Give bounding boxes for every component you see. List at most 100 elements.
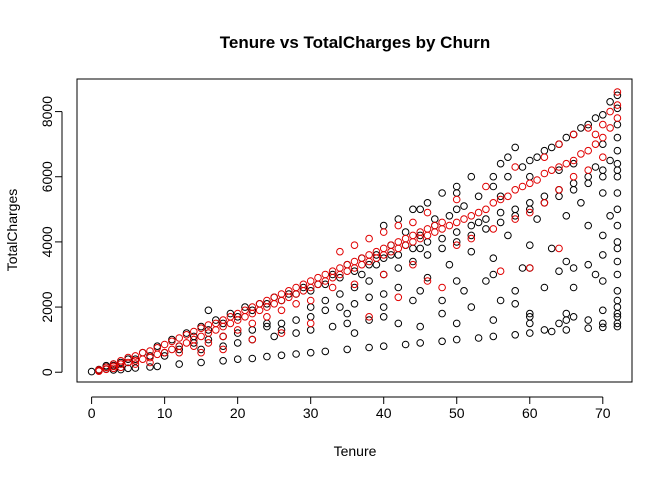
data-point (423, 273, 432, 282)
data-point (584, 172, 593, 181)
data-point (504, 231, 512, 240)
data-point (153, 350, 162, 359)
data-point (233, 355, 242, 364)
data-point (270, 300, 279, 308)
data-point (336, 290, 344, 298)
data-point (372, 251, 381, 259)
x-tick-label: 0 (88, 405, 96, 421)
data-point (591, 270, 600, 279)
data-point (438, 283, 446, 292)
data-point (292, 350, 300, 358)
data-point (606, 98, 614, 106)
data-point (233, 339, 242, 347)
data-point (423, 277, 432, 285)
data-point (124, 358, 132, 367)
data-point (124, 364, 132, 373)
data-point (219, 332, 227, 341)
data-point (526, 264, 534, 272)
data-point (613, 205, 622, 214)
data-point (182, 331, 191, 339)
data-point (350, 300, 359, 308)
data-point (562, 212, 571, 220)
data-point (263, 313, 271, 321)
data-point (226, 319, 235, 328)
data-point (416, 228, 425, 236)
data-point (489, 332, 498, 341)
data-point (482, 205, 490, 214)
data-point (95, 366, 103, 374)
data-point (379, 254, 388, 263)
data-point (438, 189, 446, 197)
data-point (584, 260, 593, 269)
data-point (175, 345, 183, 354)
data-point (401, 241, 410, 249)
data-point (117, 363, 125, 372)
data-point (409, 231, 417, 240)
data-point (540, 153, 549, 161)
data-point (394, 221, 403, 230)
data-point (190, 327, 198, 336)
data-point (526, 241, 534, 249)
data-point (452, 189, 461, 197)
data-point (197, 358, 205, 367)
data-point (182, 339, 191, 347)
data-point (613, 238, 622, 246)
data-point (489, 254, 498, 263)
data-point (350, 329, 359, 337)
data-point (328, 267, 337, 276)
data-point (613, 114, 622, 122)
data-point (613, 172, 622, 181)
data-point (409, 260, 417, 269)
data-point (606, 156, 614, 165)
data-point (460, 215, 468, 223)
data-point (365, 343, 373, 352)
data-point (613, 120, 622, 129)
data-point (409, 257, 417, 266)
data-point (394, 264, 403, 272)
data-point (533, 153, 541, 161)
data-point (423, 225, 432, 233)
data-point (562, 326, 571, 334)
data-point (482, 182, 490, 191)
data-point (197, 345, 205, 354)
data-point (504, 192, 512, 201)
x-tick-label: 60 (522, 405, 538, 421)
data-point (365, 316, 373, 324)
data-point (489, 225, 498, 233)
data-point (569, 130, 578, 139)
data-point (467, 231, 476, 240)
data-point (299, 283, 308, 292)
data-point (452, 241, 461, 249)
data-point (540, 283, 549, 292)
data-point (416, 244, 425, 253)
data-point (452, 182, 461, 191)
data-point (438, 218, 446, 227)
data-point (584, 146, 593, 155)
data-point (277, 329, 286, 337)
data-point (241, 313, 249, 321)
data-point (599, 166, 607, 174)
data-point (160, 352, 169, 360)
data-point (248, 326, 257, 334)
data-point (409, 205, 417, 214)
data-point (606, 107, 614, 116)
data-point (277, 351, 286, 360)
x-tick-label: 40 (376, 405, 392, 421)
data-point (599, 133, 607, 142)
data-point (423, 238, 432, 246)
data-point (613, 221, 622, 230)
data-point (146, 363, 154, 371)
data-point (233, 309, 242, 318)
data-point (518, 163, 527, 171)
data-point (496, 192, 505, 201)
data-point (212, 326, 220, 334)
data-point (613, 189, 622, 197)
data-point (569, 156, 578, 165)
data-point (277, 296, 286, 305)
data-point (328, 270, 337, 279)
data-point (248, 306, 257, 315)
data-point (482, 225, 490, 233)
data-point (131, 364, 140, 372)
data-point (292, 300, 300, 308)
